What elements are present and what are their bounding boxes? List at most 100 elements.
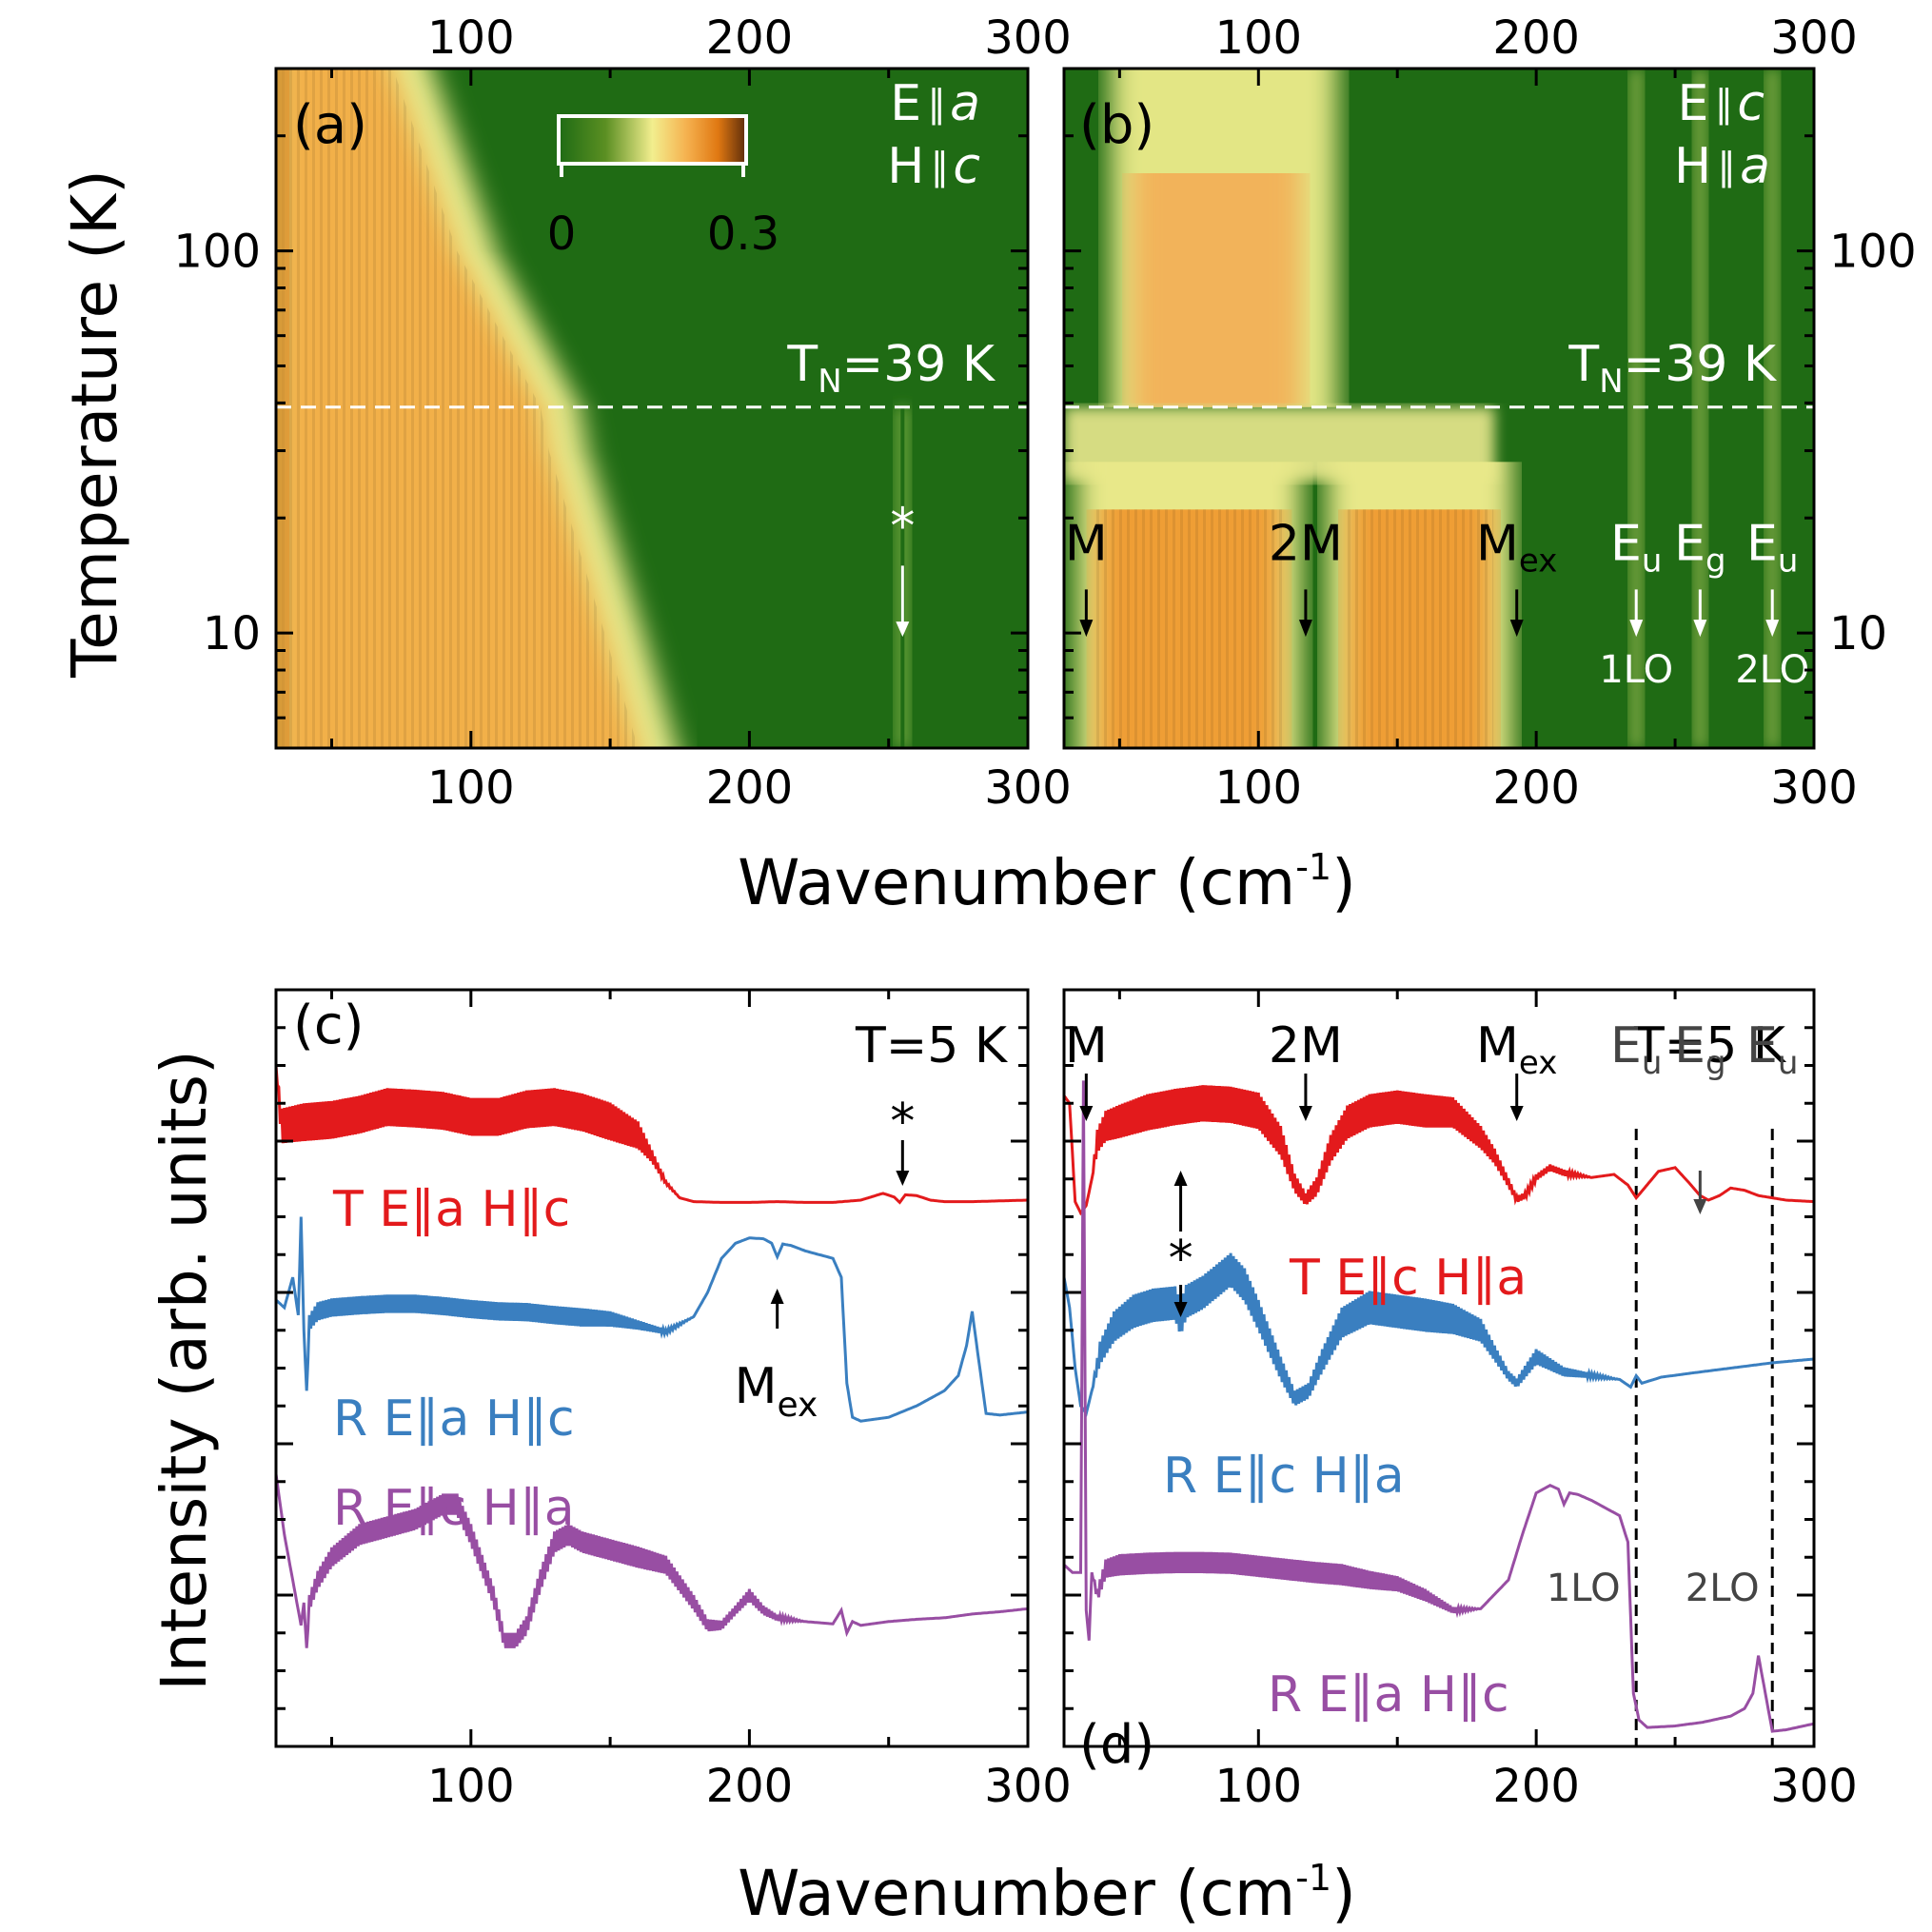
spectra-d: [1062, 1080, 1815, 1733]
mode-label: 2M: [1269, 516, 1343, 573]
x-tick-label: 200: [706, 1760, 794, 1813]
panel-label-a: (a): [293, 94, 367, 156]
ticks-c: 100 200 300: [276, 990, 1072, 1813]
y-tick-label: 100: [173, 226, 261, 279]
panel-label-b: (b): [1079, 94, 1154, 156]
x-tick-label-top: 100: [427, 11, 515, 65]
series-label: R E∥a H∥c: [1268, 1666, 1509, 1724]
mode-label-subscript: u: [1642, 1044, 1663, 1082]
mex-label: Mex: [735, 1358, 818, 1425]
series-line-3: [1063, 1080, 1815, 1733]
polarization-b-e: E ∥c: [1678, 75, 1764, 132]
series-label: R E∥a H∥c: [333, 1390, 575, 1448]
temperature-label-d: T=5 K: [1633, 1017, 1787, 1074]
x-tick-label: 100: [1214, 1760, 1302, 1813]
lo-label: 2LO: [1686, 1567, 1760, 1610]
mode-arrowhead: [1629, 620, 1644, 638]
annotations-d: M 2M Mex Eu Eg Eu*1LO 2LO: [1065, 1017, 1799, 1610]
mode-arrowhead: [1298, 1106, 1312, 1121]
x-tick-label: 200: [706, 761, 794, 815]
mex-label-subscript: ex: [778, 1386, 818, 1425]
series-line-3: [274, 1473, 1029, 1648]
mode-label-subscript: ex: [1519, 542, 1557, 581]
series-labels-c: T E∥a H∥c R E∥a H∥c R E∥c H∥a: [332, 1181, 575, 1537]
mode-label-subscript: u: [1778, 1044, 1799, 1082]
x-tick-label-top: 200: [1492, 11, 1580, 65]
mode-arrowhead: [1693, 1199, 1707, 1214]
y-tick-label-right: 100: [1829, 226, 1917, 279]
series-label: R E∥c H∥a: [333, 1480, 575, 1537]
mode-marks-a: *: [890, 498, 915, 638]
dashed-lines-d: [1634, 1129, 1774, 1746]
x-tick-label-top: 200: [706, 11, 794, 65]
series-line-1: [1062, 1085, 1815, 1216]
x-tick-label: 100: [427, 761, 515, 815]
x-tick-label: 300: [984, 761, 1072, 815]
mode-arrowhead: [1298, 620, 1312, 638]
x-axis-title-top: Wavenumber (cm-1): [738, 846, 1356, 919]
polarization-a-e: E ∥a: [890, 75, 980, 132]
x-tick-label: 300: [984, 1760, 1072, 1813]
y-axis-title-bottom: Intensity (arb. units): [148, 1050, 221, 1690]
panel-c: (c) T=5 K T E∥a H∥c R E∥a H∥c R E∥c H∥a *M…: [274, 988, 1072, 1813]
frame-b: [1062, 67, 1816, 750]
colorbar-max-label: 0.3: [707, 207, 779, 261]
y-tick-label: 10: [203, 607, 261, 660]
mode-label: Eu: [1746, 1017, 1798, 1082]
heatmap-b-orange-region: [1131, 173, 1302, 407]
mode-label-subscript: u: [1642, 542, 1663, 581]
colorbar: [557, 114, 748, 166]
annotations-c: *Mex: [735, 1094, 916, 1425]
star-mark: *: [1169, 1231, 1193, 1288]
lo-label: 2LO: [1735, 648, 1809, 692]
ticks-b: 100 100 200 200 300 300 10 100: [1064, 11, 1917, 815]
ticks-a: 100 100 200 200 300 300 10 100: [173, 11, 1071, 815]
tn-label-b: TN=39 K: [1567, 336, 1777, 401]
colorbar-min-label: 0: [547, 207, 577, 261]
series-label: T E∥a H∥c: [332, 1181, 570, 1238]
x-tick-label-top: 300: [1770, 11, 1858, 65]
mode-label: Eu: [1610, 516, 1662, 581]
y-tick-label-right: 10: [1829, 607, 1887, 660]
x-tick-label: 100: [1214, 761, 1302, 815]
panel-a: TN=39 K (a) E ∥a H ∥c 0 0.3 * 100100200200…: [173, 11, 1071, 815]
spectra-c: [274, 1065, 1029, 1648]
mode-arrowhead: [1509, 1106, 1524, 1121]
star-arrowhead-up: [1173, 1171, 1188, 1186]
mode-label-subscript: ex: [1519, 1044, 1557, 1082]
mode-arrowhead: [1079, 620, 1094, 638]
frame-a: [274, 67, 1030, 750]
series-line-2: [1062, 1252, 1815, 1417]
x-tick-label: 200: [1492, 1760, 1580, 1813]
star-arrowhead: [896, 1171, 910, 1186]
mode-label-subscript: u: [1778, 542, 1799, 581]
series-label: T E∥c H∥a: [1289, 1250, 1527, 1307]
star-mark: *: [890, 498, 915, 555]
heatmap-b-phonon-line: [1764, 69, 1781, 748]
x-tick-label: 300: [1770, 761, 1858, 815]
series-line-1: [274, 1065, 1028, 1205]
heatmap-b-band: [1064, 69, 1781, 748]
star-arrowhead-down: [1173, 1302, 1188, 1317]
polarization-a-h: H ∥c: [887, 138, 980, 195]
x-axis-title-tail: ): [1331, 1857, 1356, 1930]
series-labels-d: T E∥c H∥a R E∥c H∥a R E∥a H∥c: [1163, 1250, 1527, 1724]
mode-arrowhead: [1079, 1106, 1094, 1121]
heatmap-b-oscillations: [1095, 509, 1283, 748]
mode-label: M: [1065, 516, 1108, 573]
polarization-b-h: H ∥a: [1674, 138, 1770, 195]
x-axis-title-bottom: Wavenumber (cm-1): [738, 1857, 1356, 1930]
temperature-label-c: T=5 K: [855, 1017, 1009, 1074]
x-axis-title-superscript: -1: [1295, 1857, 1331, 1899]
mode-arrowhead: [1509, 620, 1524, 638]
x-tick-label-top: 100: [1214, 11, 1302, 65]
heatmap-b-phonon-line: [1692, 69, 1708, 748]
y-axis-title-top: Temperature (K): [58, 169, 131, 679]
x-tick-label: 100: [427, 1760, 515, 1813]
x-tick-label-top: 300: [984, 11, 1072, 65]
lo-label: 1LO: [1599, 648, 1673, 692]
